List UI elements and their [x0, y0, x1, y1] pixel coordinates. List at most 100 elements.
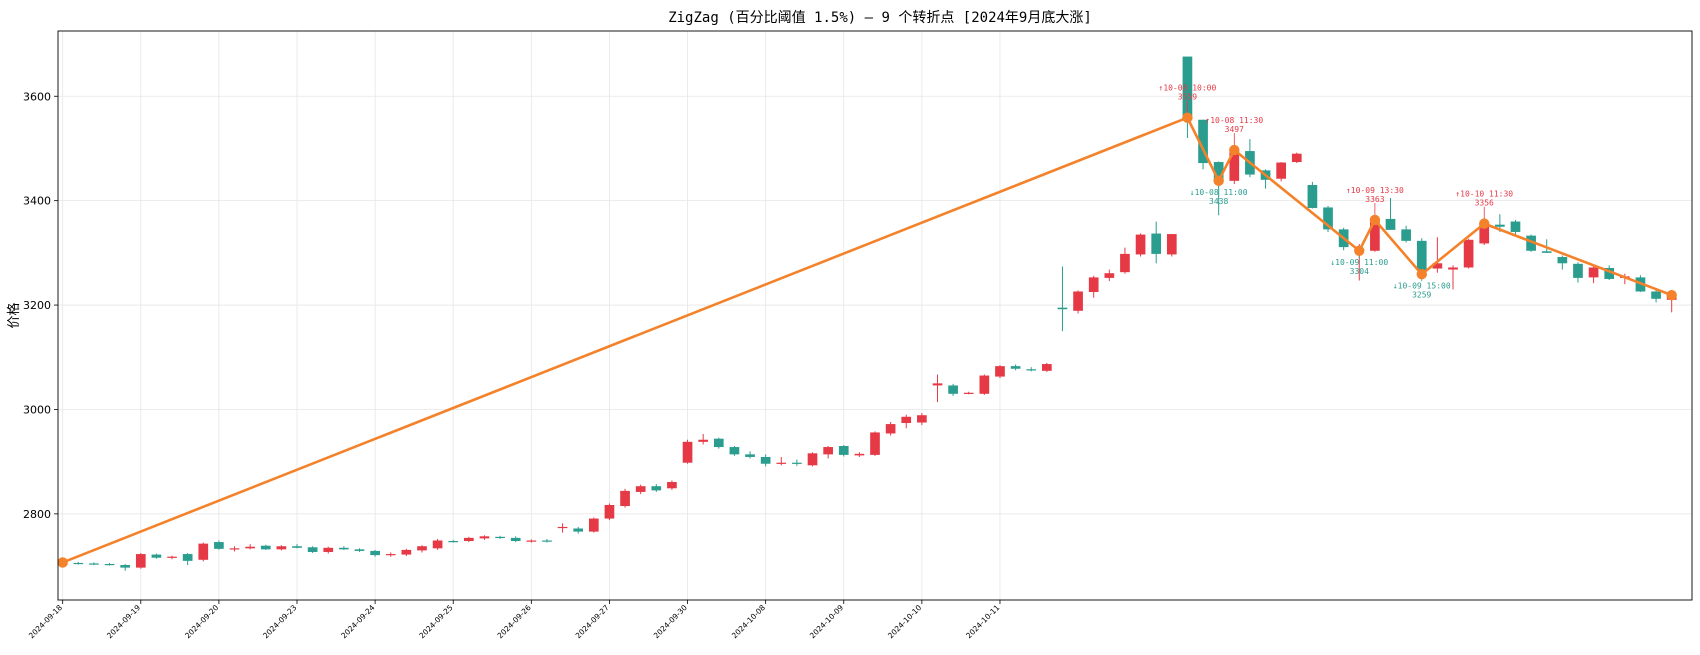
y-tick-label: 3400: [23, 195, 51, 208]
candle: [479, 535, 490, 540]
candle-body: [464, 537, 474, 542]
candle-body: [1073, 291, 1083, 311]
candle-body: [135, 554, 146, 568]
x-tick-label: 2024-09-27: [574, 603, 611, 640]
candle-body: [1604, 267, 1615, 279]
candle-body: [276, 546, 287, 550]
candle-body: [620, 490, 630, 507]
zigzag-point: [1213, 175, 1224, 187]
zigzag-layer: [57, 112, 1677, 568]
candle-body: [807, 453, 818, 466]
candle-body: [1588, 267, 1599, 278]
candle: [838, 444, 849, 457]
candle-body: [1541, 251, 1552, 253]
candle: [1151, 221, 1162, 264]
candle: [776, 456, 787, 466]
candle: [1182, 56, 1193, 139]
candle: [1166, 234, 1177, 257]
candle: [901, 414, 912, 429]
annotation-price: 3497: [1225, 125, 1244, 134]
candle-body: [1198, 119, 1208, 164]
candle: [448, 539, 459, 543]
candle: [917, 413, 927, 426]
candle: [979, 374, 990, 395]
candle: [745, 451, 755, 459]
candle-body: [401, 549, 412, 555]
y-axis-label: 价格: [6, 302, 22, 328]
candle: [432, 538, 443, 550]
candle-body: [1385, 218, 1396, 230]
candle: [870, 431, 880, 456]
candle: [1573, 262, 1583, 283]
candle: [245, 544, 255, 550]
candle: [854, 452, 865, 457]
candle-body: [1307, 184, 1318, 208]
candle: [651, 484, 662, 492]
candle-body: [495, 536, 505, 539]
candle: [260, 544, 271, 550]
plot-frame: [57, 30, 1693, 601]
candle-body: [1104, 273, 1115, 278]
candle: [526, 539, 537, 543]
candle: [1041, 363, 1052, 372]
candle-body: [260, 545, 271, 550]
y-tick-label: 3600: [23, 90, 51, 103]
candle: [1307, 181, 1318, 209]
candle-body: [1041, 364, 1052, 371]
candle-body: [370, 550, 380, 556]
candle: [198, 542, 209, 562]
candle-body: [120, 565, 131, 568]
y-tick-label: 3000: [23, 403, 51, 416]
candle: [1416, 238, 1427, 274]
candle-body: [73, 562, 84, 565]
candle-body: [1010, 366, 1021, 369]
candle: [1010, 364, 1021, 371]
candle: [1385, 198, 1396, 230]
candle: [214, 540, 224, 550]
annotation-time: ↑10-09 13:30: [1346, 186, 1404, 195]
annotation-time: ↓10-09 15:00: [1393, 281, 1451, 290]
candle-body: [151, 554, 162, 558]
candle: [1088, 275, 1099, 298]
x-tick-label: 2024-10-10: [886, 603, 923, 640]
candle: [354, 548, 365, 552]
candle: [135, 553, 146, 569]
candle-body: [1120, 253, 1130, 273]
candle: [1198, 119, 1208, 170]
candle: [120, 563, 131, 571]
candle: [995, 365, 1005, 379]
candle-body: [1323, 207, 1333, 230]
candle-body: [932, 383, 943, 386]
annotation-time: ↓10-08 11:00: [1190, 188, 1248, 197]
candle: [588, 517, 599, 533]
annotation-price: 3559: [1178, 93, 1197, 102]
candle: [823, 446, 833, 459]
candle: [276, 545, 287, 551]
zigzag-point: [1369, 214, 1381, 226]
candle-body: [526, 540, 537, 542]
x-tick-label: 2024-09-20: [183, 603, 220, 640]
x-tick-label: 2024-09-18: [27, 603, 64, 640]
candle-body: [1651, 291, 1661, 299]
candle: [729, 446, 740, 456]
candle: [151, 553, 162, 559]
candle-body: [307, 547, 318, 552]
candle: [1245, 139, 1255, 178]
candle-body: [979, 375, 990, 394]
zigzag-point: [1479, 218, 1490, 229]
candle-body: [385, 554, 396, 556]
candle-body: [354, 549, 365, 551]
candle: [963, 391, 974, 395]
candle: [385, 552, 396, 557]
annotation-time: ↑10-10 11:30: [1455, 190, 1513, 199]
candle-body: [573, 528, 584, 532]
y-tick-label: 2800: [23, 508, 51, 521]
candle-body: [1213, 162, 1224, 181]
